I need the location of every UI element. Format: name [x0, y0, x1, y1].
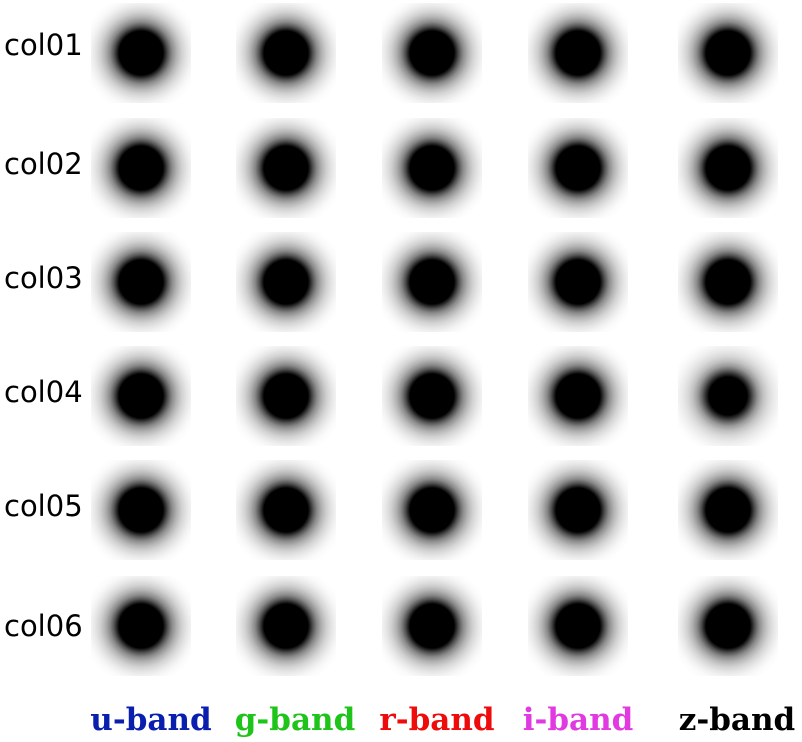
psf-cell-col01-r-band — [382, 3, 482, 103]
psf-image — [678, 3, 778, 103]
psf-image — [91, 346, 191, 446]
psf-cell-col06-z-band — [678, 576, 778, 676]
band-label-g: g-band — [234, 702, 356, 738]
psf-image — [528, 118, 628, 218]
psf-cell-col02-z-band — [678, 118, 778, 218]
psf-image — [91, 118, 191, 218]
psf-image — [528, 460, 628, 560]
psf-image — [382, 460, 482, 560]
row-label-col06: col06 — [4, 609, 83, 643]
psf-cell-col03-r-band — [382, 232, 482, 332]
psf-cell-col05-r-band — [382, 460, 482, 560]
row-label-col05: col05 — [4, 489, 83, 523]
psf-cell-col04-i-band — [528, 346, 628, 446]
psf-image — [236, 232, 336, 332]
psf-image — [678, 576, 778, 676]
psf-cell-col01-g-band — [236, 3, 336, 103]
psf-cell-col04-g-band — [236, 346, 336, 446]
psf-image — [91, 460, 191, 560]
psf-image — [528, 346, 628, 446]
psf-cell-col05-g-band — [236, 460, 336, 560]
psf-cell-col01-u-band — [91, 3, 191, 103]
band-label-z: z-band — [678, 702, 796, 738]
psf-cell-col04-u-band — [91, 346, 191, 446]
psf-cell-col02-u-band — [91, 118, 191, 218]
row-label-col03: col03 — [4, 261, 83, 295]
psf-cell-col04-z-band — [678, 346, 778, 446]
psf-image — [678, 118, 778, 218]
psf-cell-col06-r-band — [382, 576, 482, 676]
row-label-col01: col01 — [4, 28, 83, 62]
band-label-r: r-band — [379, 702, 495, 738]
psf-image — [91, 232, 191, 332]
psf-image — [91, 3, 191, 103]
psf-image — [382, 118, 482, 218]
psf-cell-col06-g-band — [236, 576, 336, 676]
psf-image — [678, 232, 778, 332]
psf-cell-col06-i-band — [528, 576, 628, 676]
psf-cell-col05-i-band — [528, 460, 628, 560]
band-label-u: u-band — [90, 702, 212, 738]
psf-image — [236, 460, 336, 560]
psf-image — [382, 3, 482, 103]
psf-cell-col05-u-band — [91, 460, 191, 560]
band-label-i: i-band — [522, 702, 634, 738]
psf-cell-col02-r-band — [382, 118, 482, 218]
psf-image — [382, 576, 482, 676]
psf-image — [678, 460, 778, 560]
psf-cell-col04-r-band — [382, 346, 482, 446]
psf-cell-col03-z-band — [678, 232, 778, 332]
psf-image — [236, 3, 336, 103]
psf-image — [382, 232, 482, 332]
psf-image — [236, 576, 336, 676]
psf-cell-col02-i-band — [528, 118, 628, 218]
psf-cell-col03-g-band — [236, 232, 336, 332]
psf-image — [528, 576, 628, 676]
psf-cell-col05-z-band — [678, 460, 778, 560]
psf-image — [91, 576, 191, 676]
psf-cell-col06-u-band — [91, 576, 191, 676]
psf-image — [382, 346, 482, 446]
row-label-col02: col02 — [4, 147, 83, 181]
psf-image — [678, 346, 778, 446]
psf-image — [236, 118, 336, 218]
psf-cell-col02-g-band — [236, 118, 336, 218]
psf-image — [528, 3, 628, 103]
psf-image — [528, 232, 628, 332]
psf-cell-col03-i-band — [528, 232, 628, 332]
row-label-col04: col04 — [4, 375, 83, 409]
psf-cell-col01-i-band — [528, 3, 628, 103]
psf-image — [236, 346, 336, 446]
psf-cell-col03-u-band — [91, 232, 191, 332]
psf-cell-col01-z-band — [678, 3, 778, 103]
